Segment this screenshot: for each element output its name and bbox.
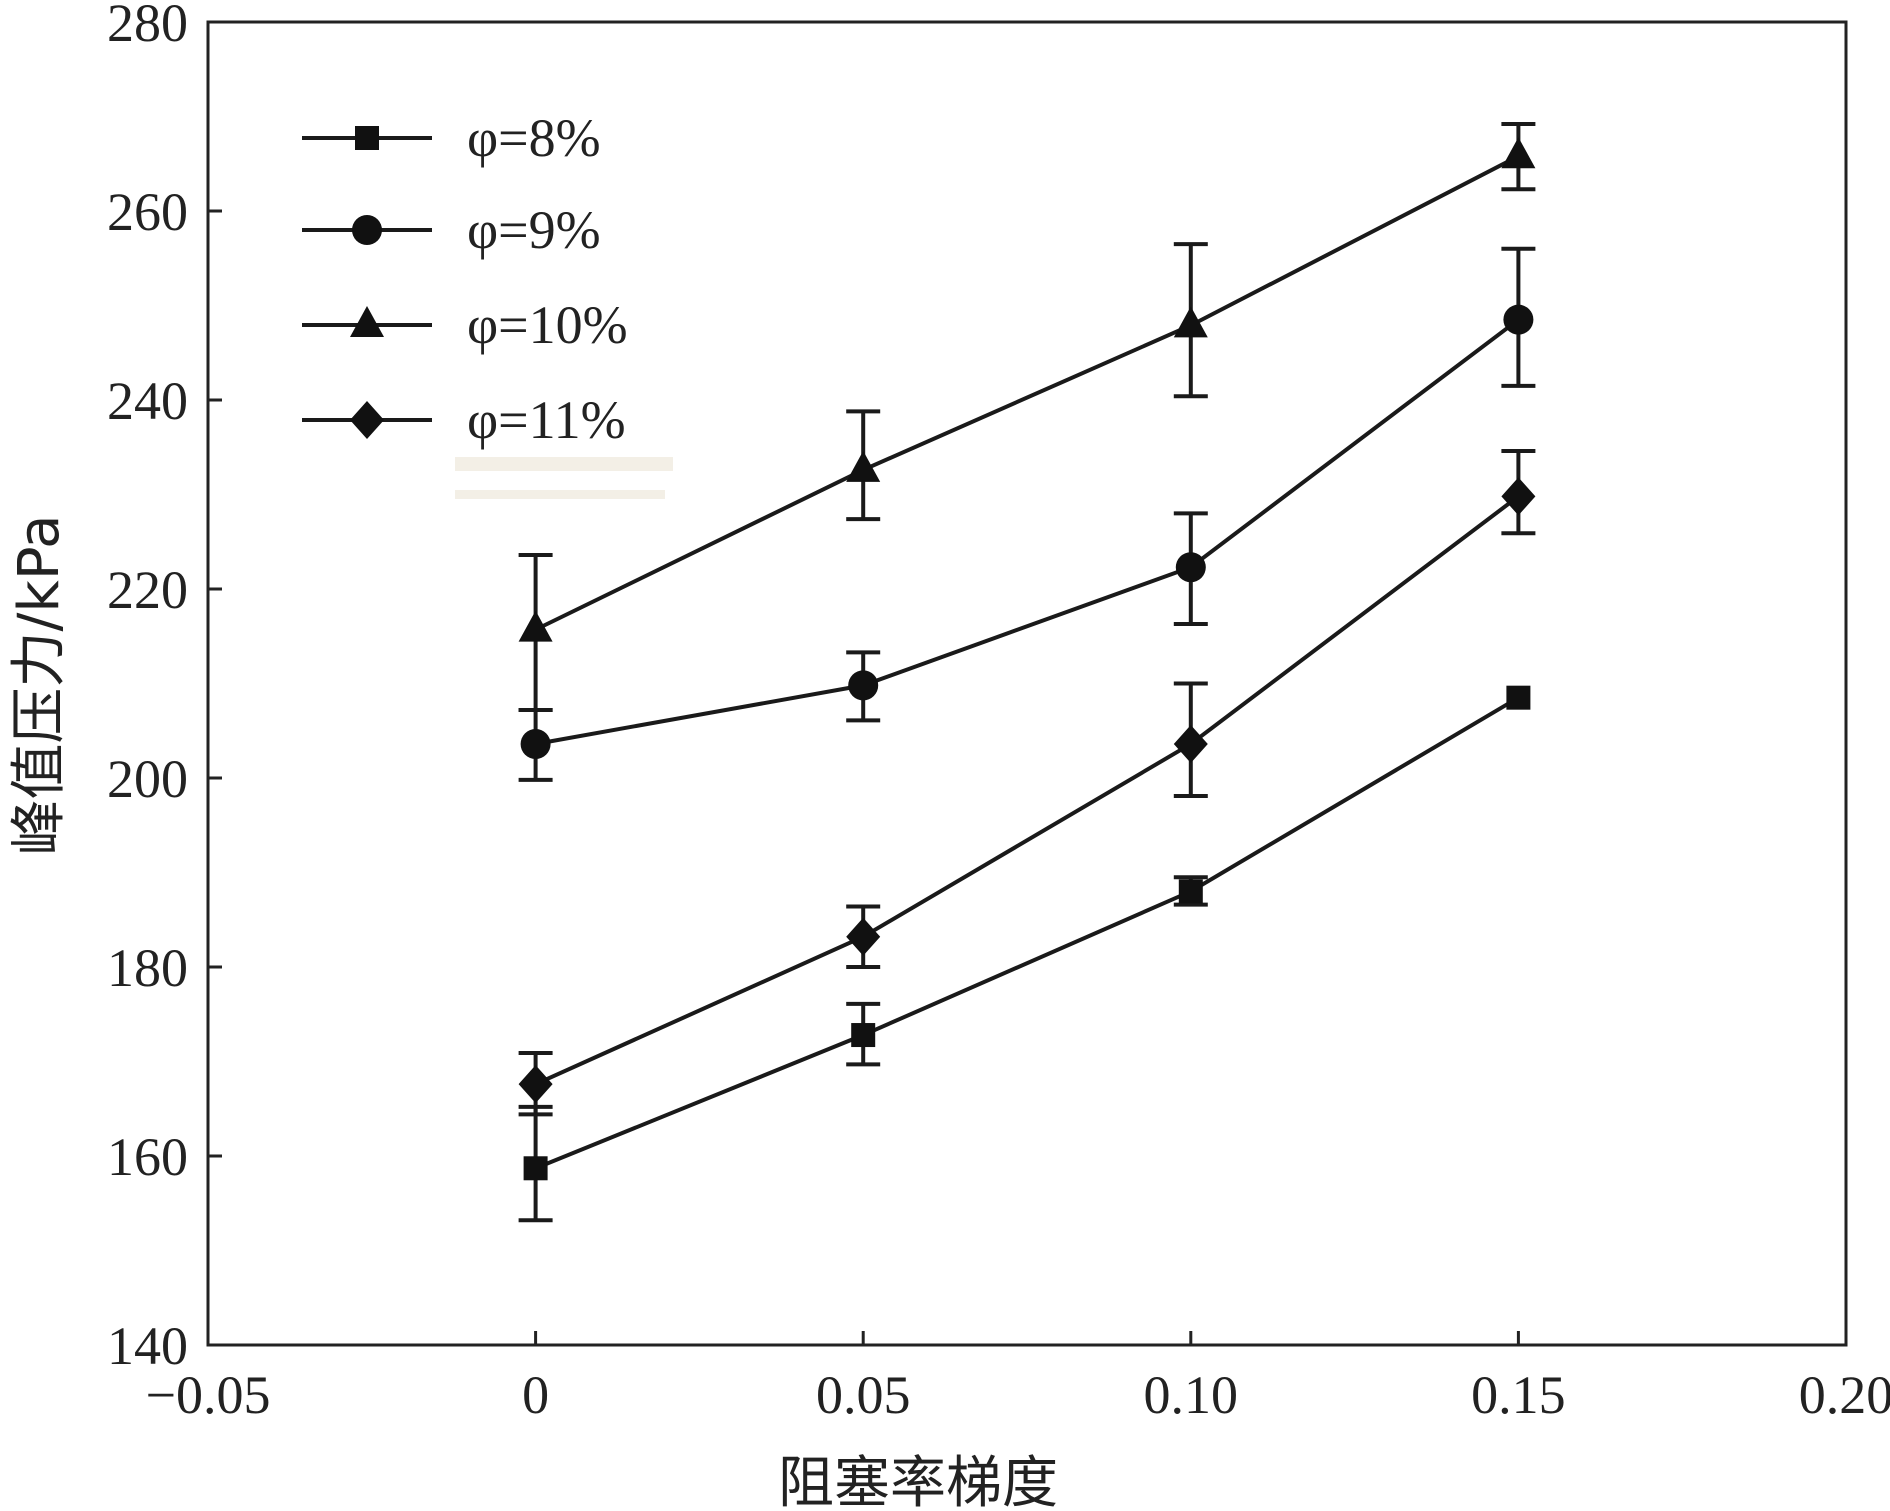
legend-entry: φ=10%	[302, 295, 628, 355]
x-tick-label: 0.15	[1471, 1365, 1566, 1425]
series-square	[518, 685, 1531, 1223]
data-point	[1503, 304, 1534, 335]
legend-marker	[350, 401, 384, 439]
axis-ticks	[206, 20, 1848, 1347]
legend: φ=8% φ=9% φ=10% φ=11%	[302, 108, 628, 450]
data-point	[1501, 477, 1536, 516]
data-point	[851, 1023, 876, 1048]
y-tick-label: 140	[107, 1316, 188, 1376]
x-tick-label: 0.10	[1144, 1365, 1239, 1425]
legend-label: φ=10%	[467, 295, 628, 355]
series-line	[534, 695, 1520, 1171]
series-layer	[518, 122, 1536, 1223]
x-tick-label: −0.05	[146, 1365, 271, 1425]
y-tick-label: 180	[107, 938, 188, 998]
series-line	[534, 494, 1520, 1087]
data-point	[1173, 306, 1208, 338]
x-axis-title: 阻塞率梯度	[778, 1451, 1058, 1511]
x-tick-label: 0.20	[1799, 1365, 1890, 1425]
data-point	[1501, 137, 1536, 169]
x-tick-labels: −0.05 0 0.05 0.10 0.15 0.20	[146, 1365, 1890, 1425]
data-point	[520, 728, 551, 759]
legend-marker	[350, 306, 384, 337]
series-circle	[518, 246, 1536, 782]
series-line	[534, 154, 1520, 632]
legend-entry: φ=11%	[302, 390, 626, 450]
plot-frame	[206, 20, 1848, 1347]
legend-underline-decor-2	[455, 490, 665, 499]
y-tick-label: 240	[107, 371, 188, 431]
legend-label: φ=11%	[467, 390, 626, 450]
data-point	[518, 610, 553, 642]
data-point	[1175, 552, 1206, 583]
data-point	[523, 1156, 548, 1181]
data-point	[1506, 685, 1531, 710]
series-diamond	[518, 449, 1536, 1117]
data-point	[1178, 879, 1203, 904]
data-point	[846, 917, 881, 956]
legend-marker	[352, 215, 382, 245]
data-point	[846, 450, 881, 482]
series-line	[535, 318, 1520, 746]
data-point	[518, 1065, 553, 1104]
data-point	[848, 670, 879, 701]
legend-underline-decor-1	[455, 457, 673, 471]
y-tick-label: 220	[107, 560, 188, 620]
y-tick-label: 160	[107, 1127, 188, 1187]
x-tick-label: 0	[522, 1365, 549, 1425]
legend-label: φ=8%	[467, 108, 601, 168]
data-point	[1173, 724, 1208, 763]
y-tick-label: 200	[107, 749, 188, 809]
legend-entry: φ=9%	[302, 200, 601, 260]
y-tick-labels: 140 160 180 200 220 240 260 280	[107, 0, 188, 1376]
x-tick-label: 0.05	[816, 1365, 911, 1425]
legend-label: φ=9%	[467, 200, 601, 260]
y-axis-title: 峰值压力/kPa	[7, 515, 72, 856]
series-triangle	[518, 122, 1536, 712]
legend-marker	[355, 126, 379, 150]
y-tick-label: 260	[107, 182, 188, 242]
y-tick-label: 280	[107, 0, 188, 53]
legend-entry: φ=8%	[302, 108, 601, 168]
